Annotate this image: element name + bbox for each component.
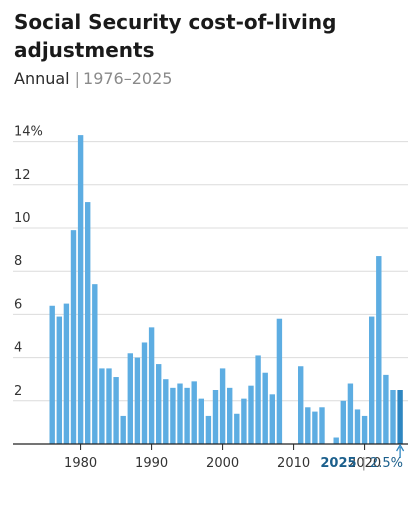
bar [390,390,396,444]
bar [163,379,169,444]
y-tick-label: 2 [14,384,22,399]
bar [205,415,212,444]
subtitle-frequency: Annual [14,69,70,88]
chart-title: Social Security cost-of-living adjustmen… [14,10,337,62]
bar [49,305,55,444]
bar [312,411,318,444]
bar [262,372,268,444]
bar [177,383,183,444]
highlight-label: 2025 | 2.5% [320,456,403,471]
bar [361,415,368,444]
bar [156,364,162,444]
y-tick-label: 10 [14,211,31,226]
bar [369,316,375,444]
highlight-separator: | [362,456,366,471]
subtitle-year-range: 1976–2025 [83,69,173,88]
bar [347,383,354,444]
bar [106,368,112,444]
bar [305,407,311,444]
highlight-value: 2.5% [370,456,403,471]
bar [276,318,283,444]
bar [227,387,233,444]
x-tick-label: 2000 [206,456,239,471]
subtitle-separator: | [74,69,81,88]
bar [255,355,261,444]
bar [134,357,141,444]
x-tick-label: 2020 [348,456,381,471]
bar [219,368,226,444]
bar [92,284,98,444]
bar [141,342,148,444]
y-tick-label: 12 [14,168,31,183]
bar [99,368,105,444]
bar [269,394,275,444]
bar [333,437,339,444]
bar [319,407,325,444]
bar [198,398,204,444]
highlight-year: 2025 [320,456,356,471]
callout-arrow-head [396,443,405,452]
chart-subtitle: Annual | 1976–2025 [14,68,172,90]
bar [70,230,77,444]
y-axis-labels: 2 4 6 8 10 12 14% [14,125,43,399]
bar [184,387,190,444]
highlight-bar [397,390,403,444]
bar [376,256,382,444]
x-tick-label: 1990 [135,456,168,471]
bar [77,135,84,444]
x-axis-labels: 1980 1990 2000 2010 2020 [64,456,381,471]
bar [63,303,70,444]
y-tick-label: 8 [14,254,22,269]
bar [56,316,62,444]
y-tick-label: 6 [14,297,22,312]
highlight-callout: 2025 | 2.5% [320,443,405,471]
x-tick-label: 2010 [277,456,310,471]
bar [170,387,176,444]
bar [85,202,91,444]
x-axis-ticks [80,444,366,450]
bars [49,135,403,444]
bar [120,415,126,444]
x-tick-label: 1980 [64,456,97,471]
y-tick-label: 14% [14,125,43,140]
bar [241,398,247,444]
bar [298,366,304,444]
bar [191,381,197,444]
y-tick-label: 4 [14,341,22,356]
bar [148,327,155,444]
bar [234,413,240,444]
bar [354,409,361,444]
bar [127,353,133,444]
bar [340,400,346,444]
bar [212,390,219,444]
bar [248,385,254,444]
bar [383,374,389,444]
bar [113,377,119,444]
